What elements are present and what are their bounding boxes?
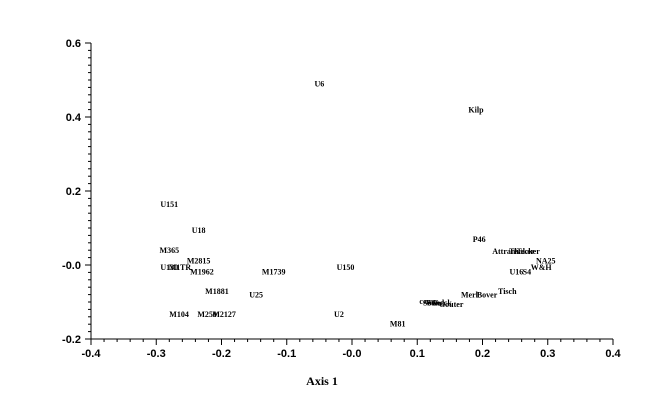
y-tick-label: -0.2	[62, 334, 81, 346]
x-tick-label: 0.1	[410, 348, 425, 360]
point-label: M2127	[212, 310, 236, 319]
point-label: Tisch	[498, 287, 517, 296]
point-label: NA25	[536, 257, 556, 266]
point-label: Attrans	[492, 247, 518, 256]
point-label: U25	[249, 291, 263, 300]
x-tick-label: 0.4	[605, 348, 621, 360]
point-label: P46	[473, 235, 486, 244]
x-tick-label: -0.1	[277, 348, 296, 360]
point-label: U130	[160, 263, 178, 272]
axes-group: -0.4 -0.3 -0.2 -0.1 -0.0 0.1 0.2 0.3 0.4 -0.2 -0.0…	[62, 38, 621, 360]
point-label: Kilp	[468, 106, 484, 115]
point-label: S4	[523, 268, 531, 277]
point-label: Sand	[427, 299, 445, 308]
x-tick-label: 0.3	[540, 348, 555, 360]
x-tick-label: -0.3	[147, 348, 166, 360]
point-label: U150	[337, 263, 355, 272]
x-tick-label: 0.2	[475, 348, 490, 360]
point-label: cenus	[419, 297, 438, 306]
point-label: M81	[390, 319, 406, 328]
point-label: U16	[510, 268, 524, 277]
point-label: M2815	[187, 257, 211, 266]
point-label: W&H	[531, 263, 553, 272]
point-label: Gouter	[439, 300, 464, 309]
point-label: Bover	[477, 291, 498, 300]
y-tick-label: 0.2	[66, 186, 81, 198]
point-label: Thaker	[509, 247, 535, 256]
point-label: U151	[160, 200, 178, 209]
point-label: M250	[197, 310, 217, 319]
point-label: Merl	[461, 291, 479, 300]
point-label: Tecker	[517, 247, 541, 256]
point-label: Seeck	[432, 299, 452, 308]
point-label: M1881	[205, 287, 229, 296]
point-label: U6	[314, 80, 324, 89]
point-label: M1739	[262, 268, 286, 277]
point-label: M104	[169, 310, 189, 319]
y-tick-label: 0.6	[66, 38, 81, 50]
y-tick-label: -0.0	[62, 260, 81, 272]
point-label: M365	[160, 246, 180, 255]
point-label: Sow	[423, 299, 437, 308]
point-label: TR	[180, 263, 191, 272]
x-tick-label: -0.4	[82, 348, 102, 360]
point-label: M1962	[190, 268, 214, 277]
point-label: M1	[169, 263, 181, 272]
x-tick-label: -0.2	[212, 348, 231, 360]
x-axis-title: Axis 1	[306, 374, 338, 388]
point-label: U18	[192, 226, 206, 235]
y-tick-label: 0.4	[66, 112, 82, 124]
x-tick-label: -0.0	[343, 348, 362, 360]
point-label: U2	[334, 310, 344, 319]
